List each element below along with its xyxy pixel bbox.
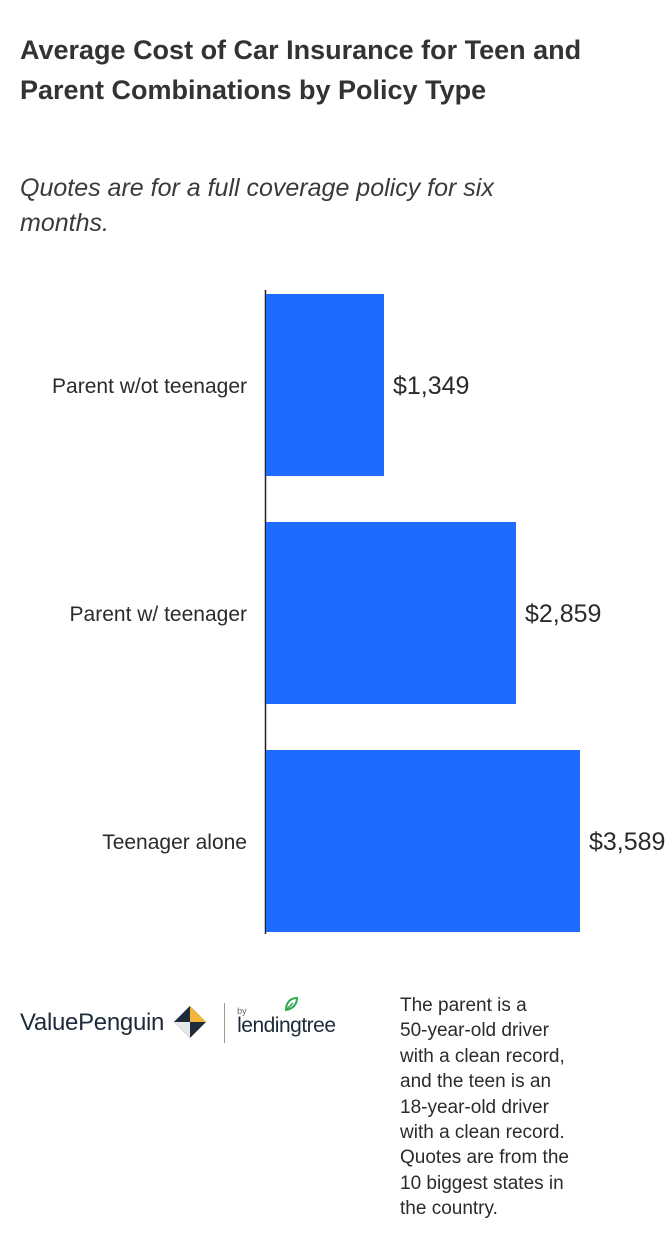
valuepenguin-wordmark: ValuePenguin bbox=[20, 1009, 165, 1036]
chart-subtitle: Quotes are for a full coverage policy fo… bbox=[20, 174, 494, 237]
category-label: Parent w/ teenager bbox=[70, 603, 247, 626]
chart-title: Average Cost of Car Insurance for Teen a… bbox=[20, 35, 582, 105]
bar-2 bbox=[266, 522, 516, 704]
leaf-icon bbox=[285, 996, 299, 1012]
bar-chart: Parent w/ot teenager $1,349 Parent w/ teen… bbox=[52, 290, 665, 934]
bar-1 bbox=[266, 294, 384, 476]
bar-3 bbox=[266, 750, 580, 932]
logo-divider bbox=[224, 1003, 226, 1043]
penguin-diamond-icon bbox=[174, 1006, 207, 1038]
category-label: Teenager alone bbox=[102, 831, 247, 854]
value-label: $2,859 bbox=[525, 600, 601, 628]
value-label: $1,349 bbox=[393, 372, 469, 400]
lendingtree-wordmark: lendingtree bbox=[237, 1014, 336, 1037]
by-label: by bbox=[237, 1006, 247, 1016]
lendingtree-logo: by lendingtree bbox=[237, 996, 336, 1038]
value-label: $3,589 bbox=[589, 828, 665, 856]
valuepenguin-lendingtree-logo: ValuePenguin by lendingtree bbox=[20, 996, 336, 1048]
category-label: Parent w/ot teenager bbox=[52, 375, 247, 398]
footnote: The parent is a 50-year-old driver with … bbox=[400, 995, 569, 1220]
